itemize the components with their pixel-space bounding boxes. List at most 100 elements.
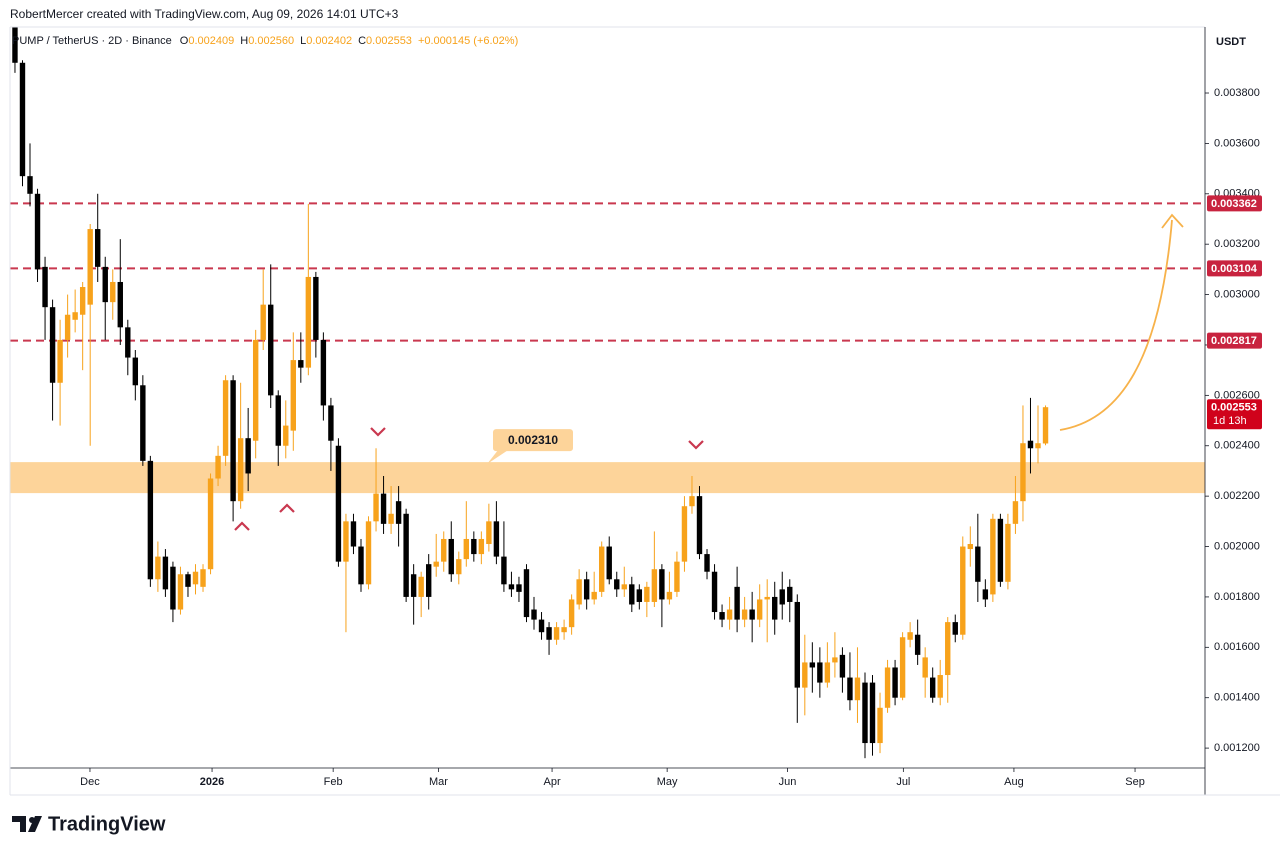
candle-body: [1012, 501, 1019, 524]
candle-body: [907, 632, 913, 640]
candle-body: [72, 312, 78, 320]
candle-body: [937, 675, 943, 698]
l-label: L: [300, 35, 306, 47]
legend: PUMP / TetherUS · 2D · Binance O0.002409 H…: [12, 35, 518, 47]
candle-body: [599, 546, 605, 592]
candle-body: [418, 576, 424, 597]
change: +0.000145 (+6.02%): [418, 35, 518, 47]
candle-body: [591, 591, 597, 600]
y-tick-label: 0.001600: [1214, 641, 1260, 653]
candle-body: [207, 478, 214, 570]
countdown: 1d 13h: [1213, 415, 1247, 427]
zone-label-pointer: [487, 450, 508, 465]
y-tick-label: 0.003600: [1214, 137, 1260, 149]
candle-body: [215, 455, 221, 479]
level-label-box: [1207, 332, 1262, 349]
candle-body: [809, 662, 816, 668]
candle-body: [283, 425, 289, 446]
y-tick-label: 0.001800: [1214, 591, 1260, 603]
candle-body: [787, 586, 793, 602]
candle-body: [952, 622, 958, 635]
x-tick-label: Mar: [429, 776, 448, 788]
candle-body: [945, 622, 951, 676]
candle-body: [471, 538, 477, 555]
candle-body: [117, 281, 123, 328]
candle-body: [125, 327, 131, 358]
candle-body: [147, 460, 154, 580]
candle-body: [185, 574, 191, 587]
candle-body: [268, 304, 274, 396]
up-marker: [279, 503, 295, 513]
candle-body: [681, 506, 688, 562]
candle-body: [456, 559, 462, 575]
candle-body: [19, 62, 26, 177]
candle-body: [260, 304, 266, 340]
candle-body: [914, 634, 921, 655]
support-zone: [10, 462, 1205, 494]
candle-body: [448, 538, 454, 575]
candle-body: [373, 493, 379, 522]
candle-body: [1035, 443, 1041, 449]
up-marker: [234, 521, 250, 531]
candle-body: [621, 584, 627, 590]
candle-body: [644, 586, 650, 602]
down-marker: [370, 427, 386, 437]
candle-body: [155, 556, 161, 580]
x-tick-label: Jul: [896, 776, 910, 788]
candle-body: [719, 612, 725, 620]
candle-body: [27, 176, 33, 194]
x-tick-label: Feb: [324, 776, 343, 788]
logo: TradingView: [12, 813, 166, 835]
candle-body: [358, 546, 364, 585]
candle-body: [365, 521, 372, 585]
projection-arrow: [1059, 219, 1173, 431]
candle-body: [425, 564, 432, 597]
candle-body: [704, 554, 710, 572]
level-label: 0.002817: [1211, 335, 1257, 347]
candle-body: [892, 667, 898, 698]
candle-body: [501, 556, 507, 585]
candle-body: [493, 521, 500, 557]
candle-body: [975, 546, 981, 582]
candle-body: [899, 637, 906, 698]
candle-body: [929, 677, 936, 698]
candle-body: [230, 380, 236, 502]
candle-body: [960, 546, 966, 635]
candle-body: [463, 538, 470, 560]
candle-body: [486, 521, 492, 545]
candle-body: [245, 438, 251, 474]
level-label-box: [1207, 260, 1262, 277]
last-price-box: [1207, 399, 1262, 430]
last-price-label: 0.002553: [1211, 402, 1257, 414]
symbol: PUMP / TetherUS · 2D · Binance: [12, 35, 172, 47]
candle-body: [538, 619, 545, 633]
candle-body: [817, 662, 823, 683]
candle-body: [237, 438, 244, 502]
candle-body: [568, 599, 575, 628]
candle-body: [305, 276, 312, 368]
candle-body: [350, 521, 357, 547]
c-label: C: [358, 35, 366, 47]
plot-area: [10, 27, 1205, 759]
candle-body: [546, 627, 552, 640]
candle-body: [839, 654, 846, 678]
candle-body: [553, 627, 560, 640]
h-value: 0.002560: [248, 35, 294, 47]
brand: TradingView: [48, 813, 166, 835]
c-value: 0.002553: [366, 35, 412, 47]
candle-body: [779, 589, 785, 605]
candle-body: [343, 521, 349, 562]
candle-body: [328, 405, 334, 441]
candle-body: [1005, 523, 1011, 582]
o-value: 0.002409: [188, 35, 234, 47]
h-label: H: [240, 35, 248, 47]
x-tick-label: May: [657, 776, 678, 788]
candle-body: [313, 276, 319, 340]
y-tick-label: 0.003800: [1214, 87, 1260, 99]
candle-body: [200, 569, 206, 587]
candle-body: [711, 571, 718, 613]
candle-body: [87, 229, 93, 305]
markers: [234, 427, 704, 531]
candle-body: [832, 657, 838, 663]
